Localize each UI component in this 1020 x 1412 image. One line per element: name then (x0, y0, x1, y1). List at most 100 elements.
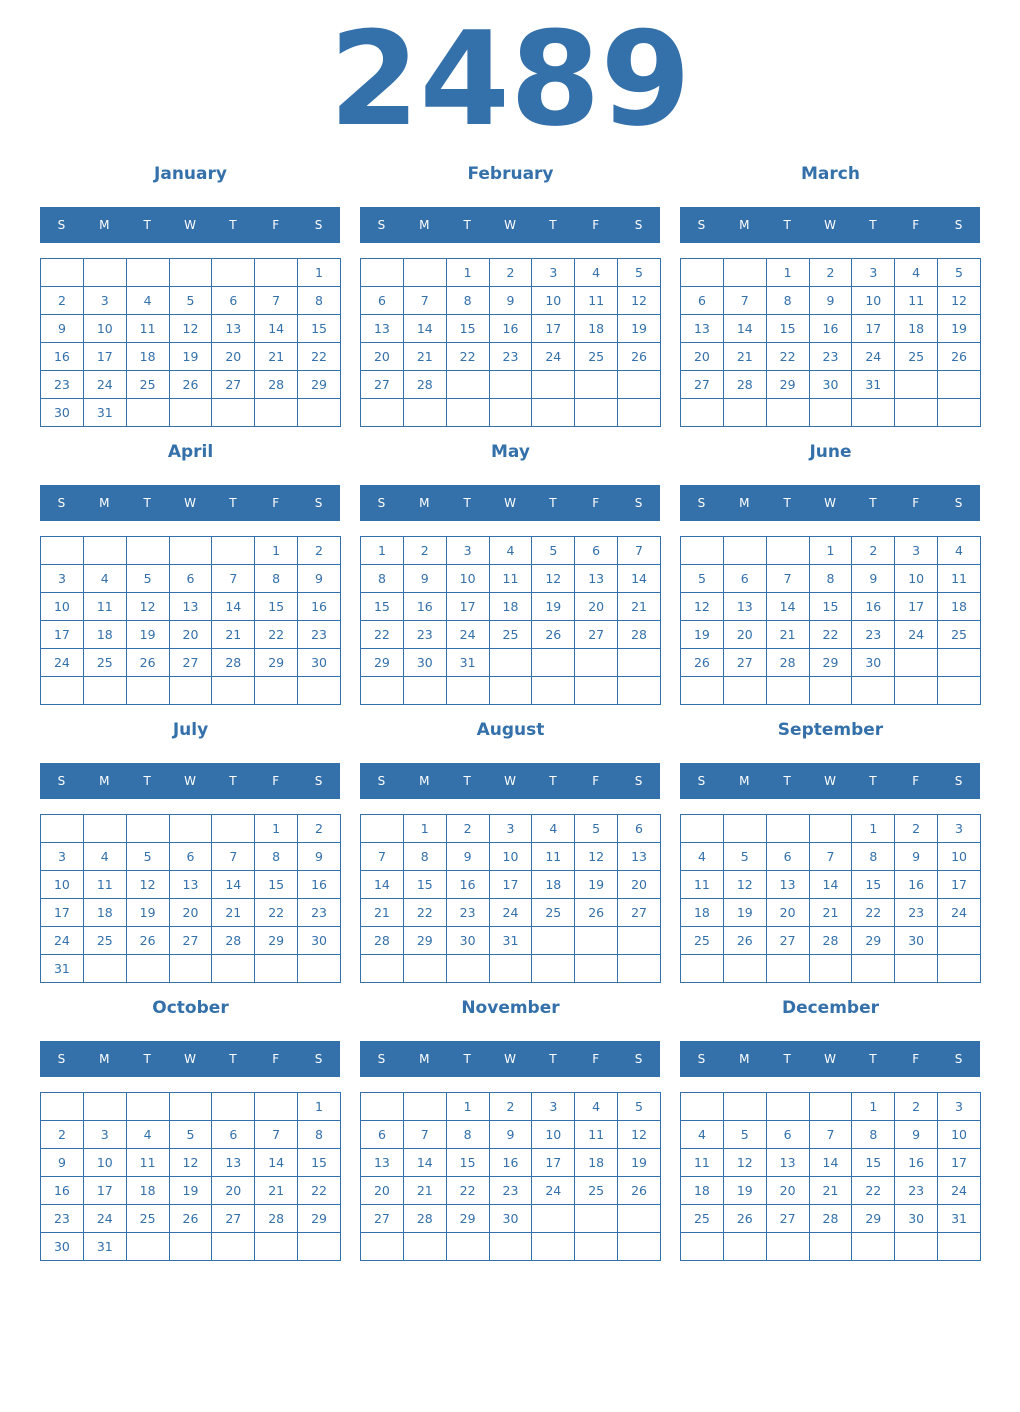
day-cell: 30 (851, 648, 896, 677)
day-cell: 20 (168, 898, 213, 927)
day-cell: 6 (360, 286, 404, 315)
weekday-label: T (869, 774, 877, 788)
day-cell: 16 (297, 592, 341, 621)
day-cell (574, 370, 619, 399)
day-cell: 9 (40, 314, 84, 343)
weekday-label: T (229, 218, 237, 232)
day-cell: 14 (360, 870, 404, 899)
day-cell (765, 814, 810, 843)
day-cell (168, 258, 213, 287)
day-cell: 10 (40, 592, 84, 621)
day-cell (445, 676, 490, 705)
day-cell: 25 (82, 926, 127, 955)
day-cell (168, 1092, 213, 1121)
month-title: May (491, 442, 530, 462)
month-november: November S M T W T F S 1 2 3 4 5 6 7 8 9 10 11 12 13 14 15 16 17… (360, 994, 661, 1261)
day-cell: 10 (445, 564, 490, 593)
weekday-label: T (143, 1052, 151, 1066)
day-cell (531, 926, 576, 955)
day-cell: 5 (125, 842, 170, 871)
day-cell (531, 648, 576, 677)
week-row: 1 (40, 1092, 341, 1121)
day-cell: 4 (574, 1092, 619, 1121)
weekday-label: W (824, 774, 836, 788)
day-cell: 15 (297, 1148, 341, 1177)
day-cell: 29 (765, 370, 810, 399)
day-cell: 6 (765, 1120, 810, 1149)
day-cell: 23 (488, 342, 533, 371)
day-cell: 13 (168, 592, 213, 621)
day-cell: 21 (722, 342, 767, 371)
day-cell: 1 (254, 536, 299, 565)
day-cell: 20 (360, 1176, 404, 1205)
day-grid: 1 2 3 4 5 6 7 8 9 10 11 12 13 14 15 16 17 18 19 20 21 22 23 24 2… (680, 814, 981, 983)
day-cell: 18 (488, 592, 533, 621)
day-cell: 8 (297, 1120, 341, 1149)
day-cell: 20 (360, 342, 404, 371)
day-cell (360, 954, 404, 983)
day-cell: 25 (574, 342, 619, 371)
weekday-label: T (229, 1052, 237, 1066)
day-cell (254, 258, 299, 287)
day-cell: 18 (125, 342, 170, 371)
weekday-label: W (184, 496, 196, 510)
day-cell: 22 (297, 342, 341, 371)
weekday-label: M (739, 496, 750, 510)
day-cell: 22 (808, 620, 853, 649)
day-cell (808, 814, 853, 843)
day-grid: 1 2 3 4 5 6 7 8 9 10 11 12 13 14 15 16 17 18 19 20 21 22 23 24 2… (680, 536, 981, 705)
day-cell: 5 (722, 1120, 767, 1149)
day-cell: 11 (125, 314, 170, 343)
day-cell: 12 (680, 592, 724, 621)
day-cell: 25 (125, 1204, 170, 1233)
day-cell (617, 1204, 661, 1233)
day-cell: 17 (894, 592, 939, 621)
day-cell: 16 (488, 1148, 533, 1177)
day-grid: 1 2 3 4 5 6 7 8 9 10 11 12 13 14 15 16 17 18 19 20 21 22 23 24 2… (680, 1092, 981, 1261)
day-cell (125, 1092, 170, 1121)
day-cell: 22 (765, 342, 810, 371)
day-cell: 20 (765, 898, 810, 927)
week-row: 15 16 17 18 19 20 21 (360, 592, 661, 621)
day-cell (488, 1232, 533, 1261)
day-cell: 31 (445, 648, 490, 677)
day-grid: 1 2 3 4 5 6 7 8 9 10 11 12 13 14 15 16 17 18 19 20 21 22 23 24 2… (680, 258, 981, 427)
weekday-label: F (912, 774, 920, 788)
week-row: 4 5 6 7 8 9 10 (680, 1120, 981, 1149)
weekday-label: T (869, 496, 877, 510)
weekday-label: S (954, 218, 963, 232)
day-cell: 21 (254, 1176, 299, 1205)
day-cell: 19 (168, 1176, 213, 1205)
day-cell: 19 (168, 342, 213, 371)
day-cell: 25 (488, 620, 533, 649)
weekday-label: T (869, 1052, 877, 1066)
day-cell: 24 (445, 620, 490, 649)
day-cell: 7 (211, 842, 256, 871)
day-cell: 17 (82, 1176, 127, 1205)
day-cell (722, 954, 767, 983)
day-cell (574, 648, 619, 677)
day-cell: 22 (360, 620, 404, 649)
day-cell: 22 (445, 342, 490, 371)
day-cell: 6 (765, 842, 810, 871)
day-cell: 1 (808, 536, 853, 565)
week-row: 20 21 22 23 24 25 26 (360, 1176, 661, 1205)
day-cell: 11 (531, 842, 576, 871)
day-cell: 30 (808, 370, 853, 399)
week-row: 21 22 23 24 25 26 27 (360, 898, 661, 927)
day-cell: 17 (40, 898, 84, 927)
day-cell: 23 (894, 898, 939, 927)
day-cell: 23 (40, 370, 84, 399)
week-row (360, 954, 661, 983)
day-cell: 12 (125, 870, 170, 899)
week-row: 13 14 15 16 17 18 19 (360, 314, 661, 343)
weekday-label: T (783, 218, 791, 232)
day-cell (680, 676, 724, 705)
